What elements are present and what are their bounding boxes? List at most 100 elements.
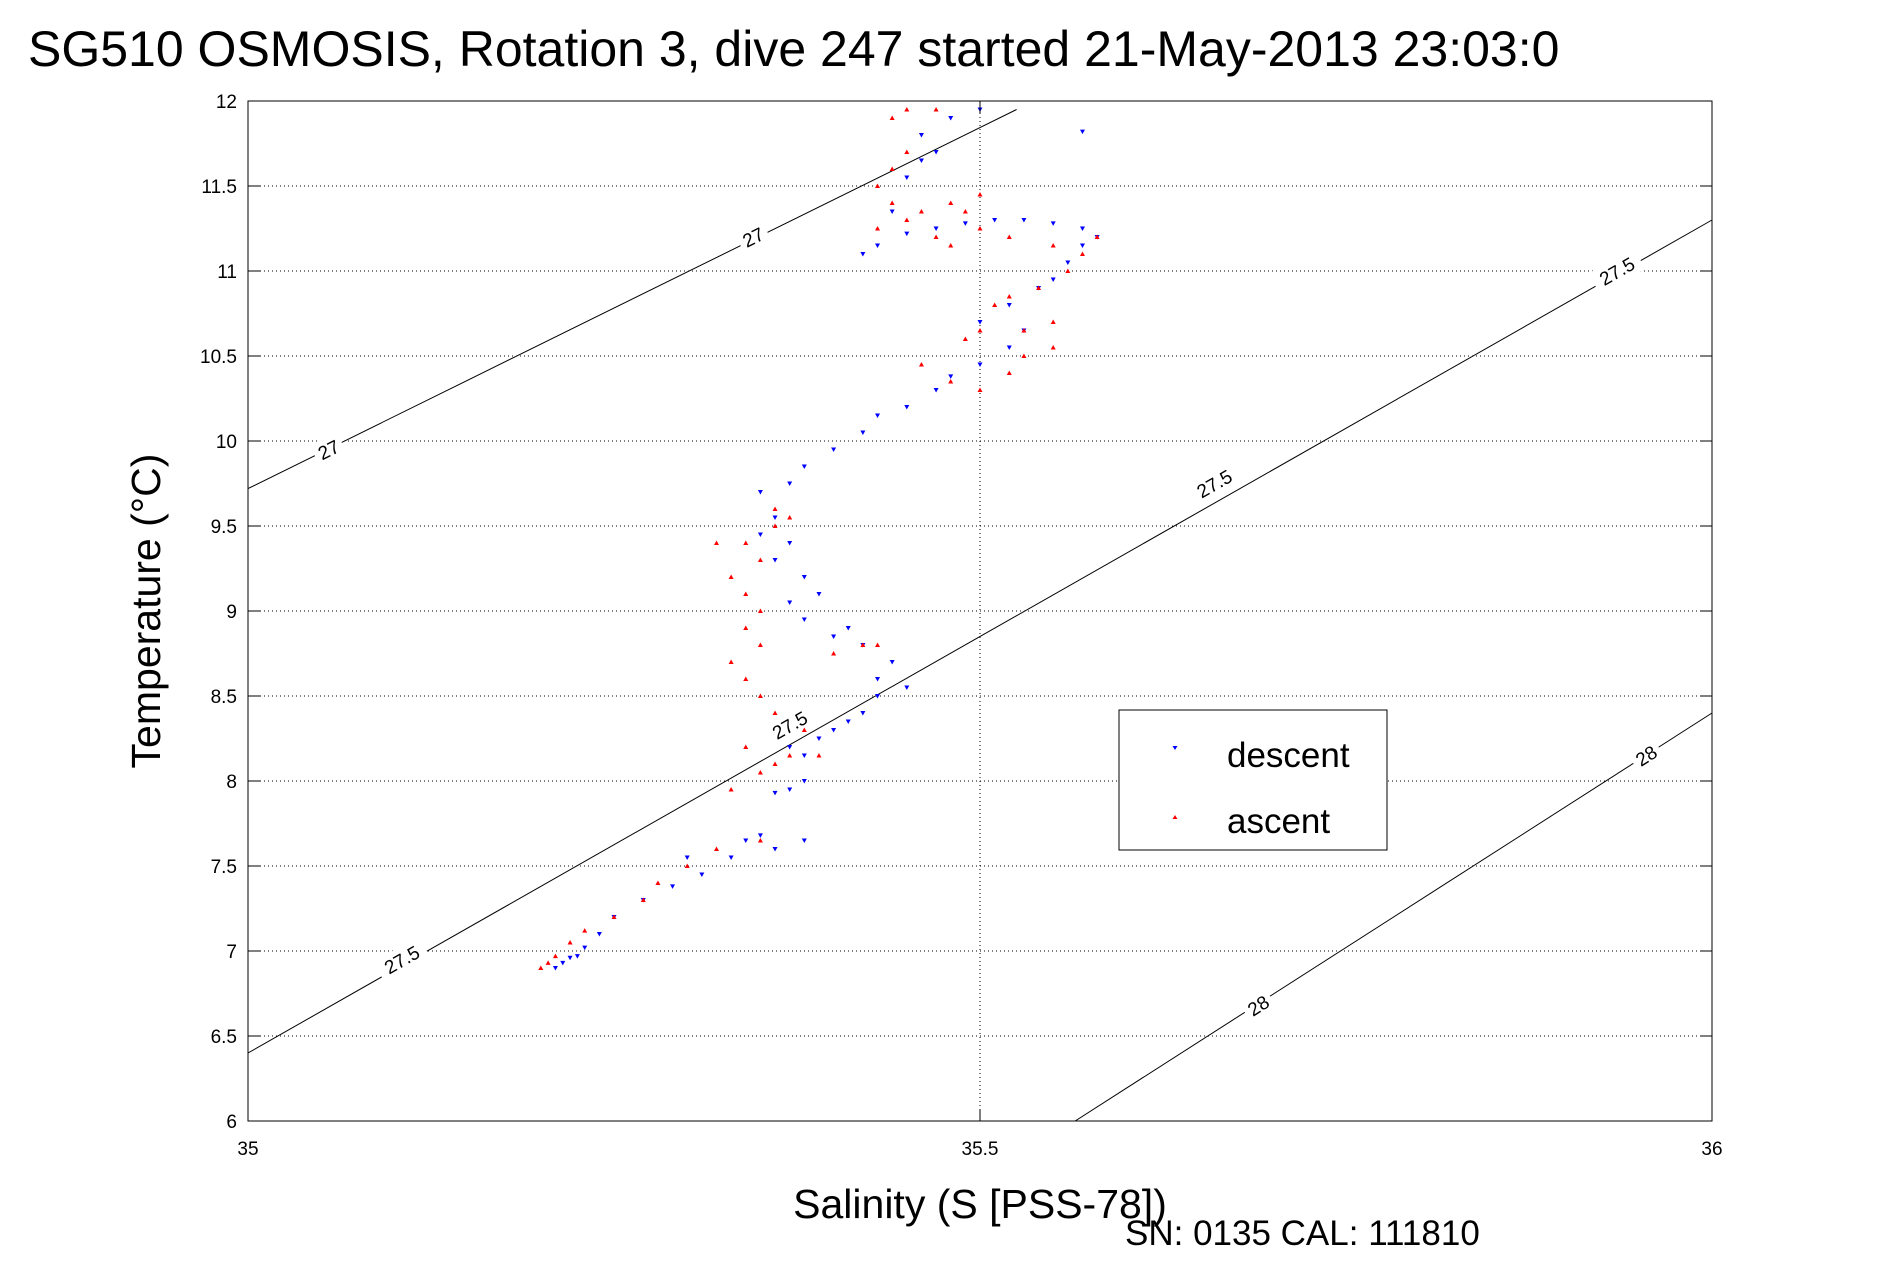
descent-point: [670, 884, 676, 889]
y-tick-label: 12: [216, 92, 237, 113]
descent-point: [918, 133, 924, 138]
ascent-point: [545, 960, 551, 965]
descent-point: [801, 617, 807, 622]
descent-point: [787, 600, 793, 605]
contour-label-bg: [309, 432, 348, 467]
descent-point: [933, 226, 939, 231]
ascent-point: [875, 642, 881, 647]
ascent-point: [889, 200, 895, 205]
ascent-point: [1065, 268, 1071, 273]
descent-point: [845, 719, 851, 724]
descent-point: [560, 960, 566, 966]
descent-point: [801, 838, 807, 843]
ascent-point: [655, 880, 661, 885]
descent-point: [962, 221, 968, 226]
descent-point: [1079, 226, 1085, 231]
y-tick-label: 8: [226, 772, 237, 793]
descent-point: [567, 955, 573, 961]
density-contour-line: [247, 109, 1017, 490]
chart-title: SG510 OSMOSIS, Rotation 3, dive 247 star…: [28, 21, 1559, 77]
descent-point: [699, 872, 705, 877]
ascent-point: [728, 787, 734, 792]
descent-point: [860, 430, 866, 435]
descent-point: [801, 753, 807, 758]
ascent-point: [743, 540, 749, 545]
ascent-point: [757, 557, 763, 562]
ascent-point: [977, 226, 983, 231]
descent-point: [977, 362, 983, 367]
ascent-point: [743, 625, 749, 630]
legend: descent ascent: [1118, 709, 1388, 851]
y-tick-label: 9: [226, 602, 237, 623]
descent-point: [948, 116, 954, 121]
descent-point: [1079, 243, 1085, 248]
descent-point: [948, 374, 954, 379]
descent-point: [918, 158, 924, 163]
ascent-point: [1050, 243, 1056, 248]
descent-point: [831, 447, 837, 452]
ascent-point: [918, 209, 924, 214]
ascent-point: [713, 540, 719, 545]
legend-descent-label: descent: [1227, 736, 1350, 775]
legend-ascent-marker: [1172, 815, 1178, 819]
ascent-point: [1006, 294, 1012, 299]
descent-point: [743, 838, 749, 843]
descent-point: [787, 481, 793, 486]
ascent-point: [1021, 353, 1027, 358]
descent-point: [757, 833, 763, 838]
descent-point: [552, 966, 558, 971]
ascent-point: [933, 234, 939, 239]
descent-point: [772, 558, 778, 563]
contour-label-bg: [734, 219, 772, 255]
ascent-point: [772, 523, 778, 528]
descent-point: [904, 405, 910, 410]
descent-point: [801, 464, 807, 469]
ascent-point: [1036, 285, 1042, 290]
y-tick-label: 6: [226, 1112, 237, 1133]
descent-point: [860, 711, 866, 716]
ascent-point: [904, 107, 910, 112]
ascent-point: [567, 940, 573, 945]
x-axis-label: Salinity (S [PSS-78]): [793, 1181, 1167, 1227]
legend-descent-marker: [1172, 746, 1178, 750]
gridlines: [248, 101, 1712, 1121]
ascent-point: [1050, 345, 1056, 350]
ascent-point: [728, 659, 734, 664]
descent-point: [1050, 221, 1056, 226]
descent-point: [933, 150, 939, 155]
descent-point: [787, 541, 793, 546]
ascent-point: [875, 226, 881, 231]
ascent-point: [611, 914, 617, 919]
contour-label-bg: [1588, 247, 1646, 295]
ascent-point: [772, 506, 778, 511]
descent-point: [1006, 303, 1012, 308]
descent-point: [933, 388, 939, 393]
ascent-point: [948, 200, 954, 205]
ascent-point: [977, 328, 983, 333]
ascent-point: [1079, 251, 1085, 256]
ascent-point: [992, 302, 998, 307]
ascent-point: [1094, 234, 1100, 239]
descent-point: [831, 728, 837, 733]
ascent-point: [757, 693, 763, 698]
descent-point: [860, 252, 866, 257]
descent-point: [831, 634, 837, 639]
ascent-point: [904, 149, 910, 154]
ascent-point: [757, 770, 763, 775]
ascent-point: [743, 744, 749, 749]
ascent-point: [757, 838, 763, 843]
descent-point: [904, 231, 910, 237]
descent-point: [875, 413, 881, 418]
data-points: [538, 107, 1100, 971]
descent-point: [875, 694, 881, 699]
contour-label-bg: [1239, 987, 1278, 1024]
descent-point: [889, 209, 895, 214]
y-tick-label: 11.5: [201, 177, 237, 198]
ascent-point: [918, 362, 924, 367]
descent-point: [889, 660, 895, 665]
descent-point: [992, 218, 998, 223]
descent-point: [728, 855, 734, 860]
legend-box: [1118, 709, 1388, 851]
descent-point: [757, 490, 763, 495]
ascent-point: [1006, 234, 1012, 239]
